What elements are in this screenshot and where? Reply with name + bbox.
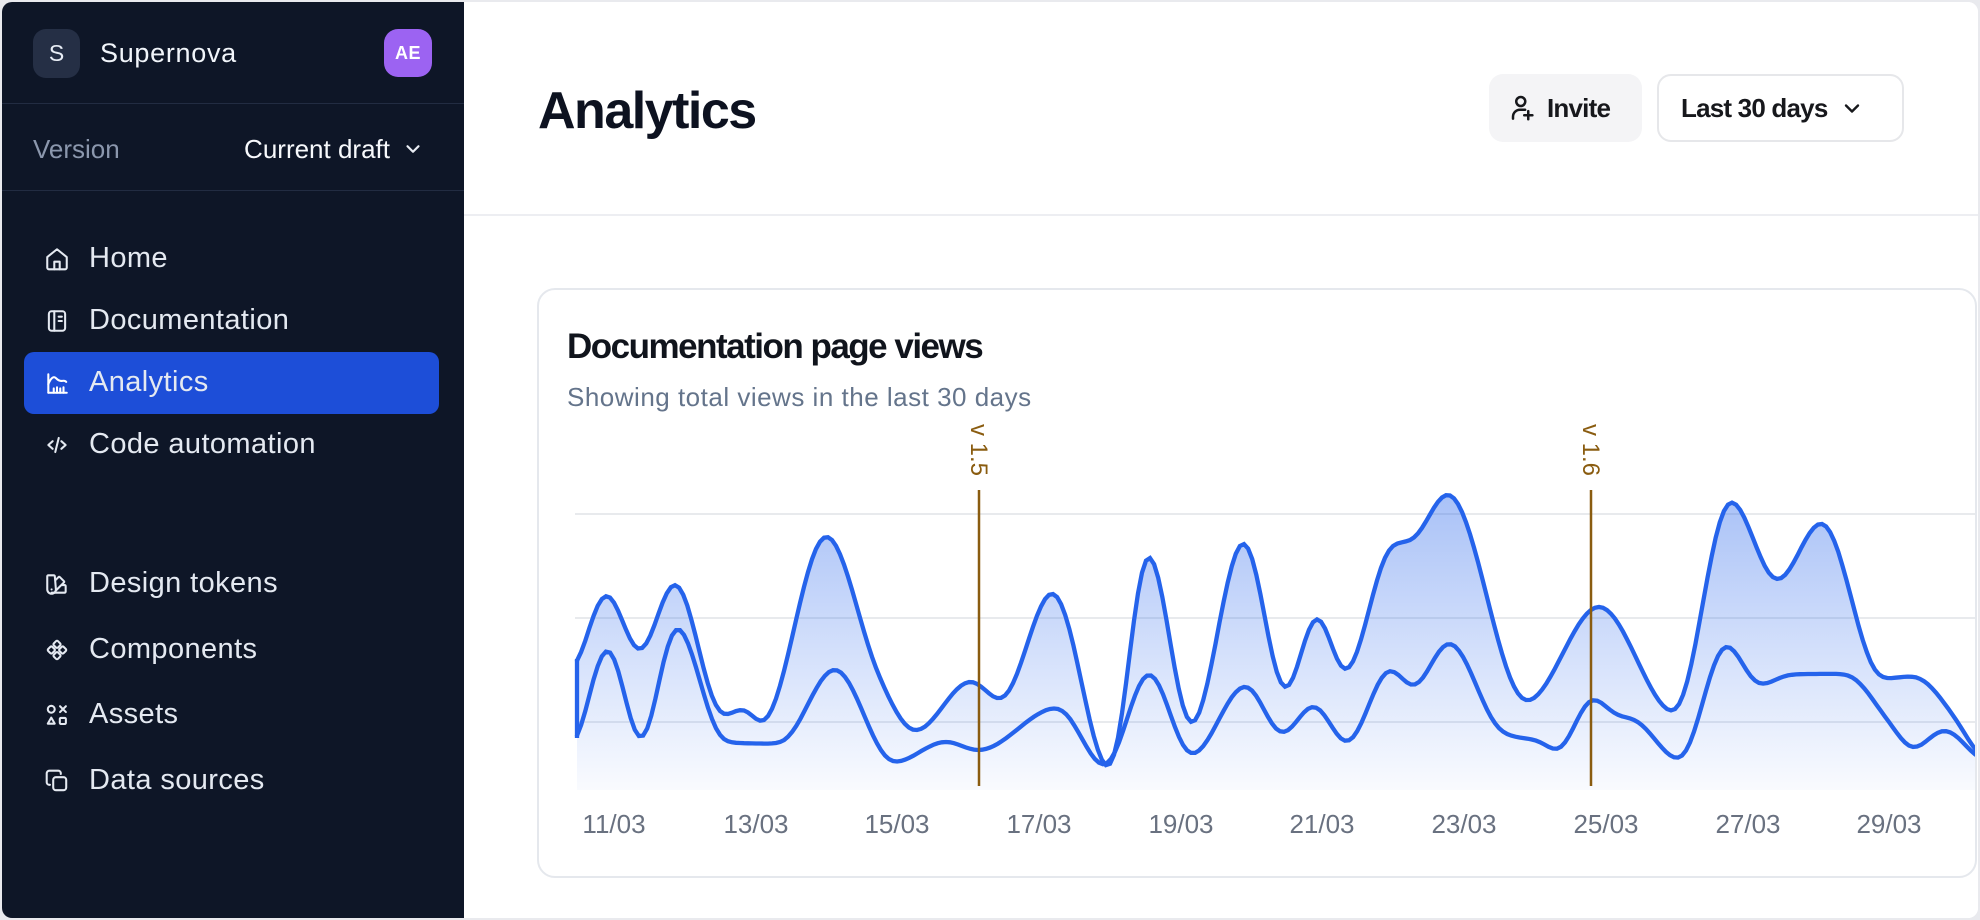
svg-text:17/03: 17/03 bbox=[1006, 809, 1071, 839]
svg-text:29/03: 29/03 bbox=[1856, 809, 1921, 839]
svg-text:19/03: 19/03 bbox=[1148, 809, 1213, 839]
svg-text:11/03: 11/03 bbox=[582, 809, 645, 839]
svg-text:v 1.6: v 1.6 bbox=[1577, 424, 1604, 476]
svg-text:25/03: 25/03 bbox=[1573, 809, 1638, 839]
svg-text:15/03: 15/03 bbox=[864, 809, 929, 839]
svg-text:v 1.5: v 1.5 bbox=[965, 424, 992, 476]
svg-text:13/03: 13/03 bbox=[723, 809, 788, 839]
svg-text:21/03: 21/03 bbox=[1289, 809, 1354, 839]
svg-text:23/03: 23/03 bbox=[1431, 809, 1496, 839]
svg-text:27/03: 27/03 bbox=[1715, 809, 1780, 839]
